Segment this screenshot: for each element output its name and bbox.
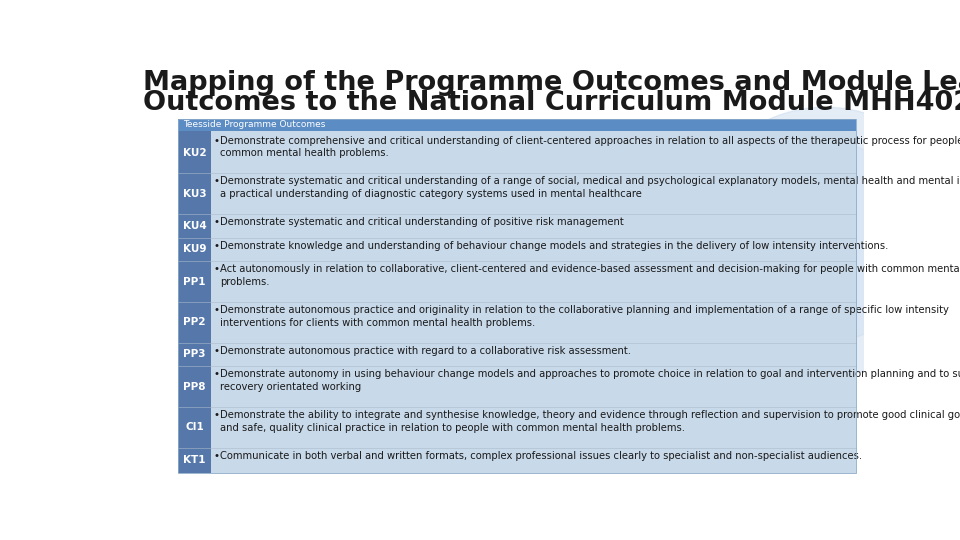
Text: •: •: [214, 305, 220, 315]
Bar: [179, 131, 856, 473]
Text: Demonstrate the ability to integrate and synthesise knowledge, theory and eviden: Demonstrate the ability to integrate and…: [220, 410, 960, 433]
Text: PP1: PP1: [183, 276, 205, 287]
Text: Communicate in both verbal and written formats, complex professional issues clea: Communicate in both verbal and written f…: [220, 451, 862, 461]
Text: •: •: [214, 346, 220, 356]
Text: KU4: KU4: [182, 221, 206, 231]
Text: KU9: KU9: [182, 245, 206, 254]
Text: Mapping of the Programme Outcomes and Module Learning: Mapping of the Programme Outcomes and Mo…: [143, 70, 960, 96]
Text: •: •: [214, 410, 220, 420]
Text: Outcomes to the National Curriculum Module MHH4023-N: Outcomes to the National Curriculum Modu…: [143, 90, 960, 116]
Text: •: •: [214, 136, 220, 146]
Text: •: •: [214, 265, 220, 274]
Text: Demonstrate autonomy in using behaviour change models and approaches to promote : Demonstrate autonomy in using behaviour …: [220, 369, 960, 392]
Text: KU3: KU3: [182, 188, 206, 199]
Text: PP3: PP3: [183, 349, 205, 360]
Circle shape: [689, 107, 960, 377]
Circle shape: [725, 142, 926, 342]
Text: CI1: CI1: [185, 422, 204, 433]
Text: •: •: [214, 241, 220, 251]
Text: PP2: PP2: [183, 318, 205, 327]
Text: •: •: [214, 217, 220, 227]
Text: •: •: [214, 176, 220, 186]
Text: Demonstrate systematic and critical understanding of positive risk management: Demonstrate systematic and critical unde…: [220, 217, 624, 227]
Text: Demonstrate knowledge and understanding of behaviour change models and strategie: Demonstrate knowledge and understanding …: [220, 241, 888, 251]
Bar: [179, 119, 856, 131]
Text: KT1: KT1: [183, 455, 205, 464]
Text: Act autonomously in relation to collaborative, client-centered and evidence-base: Act autonomously in relation to collabor…: [220, 265, 960, 287]
Text: •: •: [214, 451, 220, 461]
Text: Demonstrate comprehensive and critical understanding of client-centered approach: Demonstrate comprehensive and critical u…: [220, 136, 960, 158]
Text: Teesside Programme Outcomes: Teesside Programme Outcomes: [182, 120, 325, 130]
Text: Demonstrate autonomous practice with regard to a collaborative risk assessment.: Demonstrate autonomous practice with reg…: [220, 346, 631, 356]
Bar: [179, 119, 856, 473]
Text: •: •: [214, 369, 220, 380]
Text: Demonstrate autonomous practice and originality in relation to the collaborative: Demonstrate autonomous practice and orig…: [220, 305, 948, 328]
Text: PP8: PP8: [183, 382, 205, 392]
Text: Demonstrate systematic and critical understanding of a range of social, medical : Demonstrate systematic and critical unde…: [220, 176, 960, 199]
Text: KU2: KU2: [182, 148, 206, 158]
Bar: [179, 131, 210, 473]
